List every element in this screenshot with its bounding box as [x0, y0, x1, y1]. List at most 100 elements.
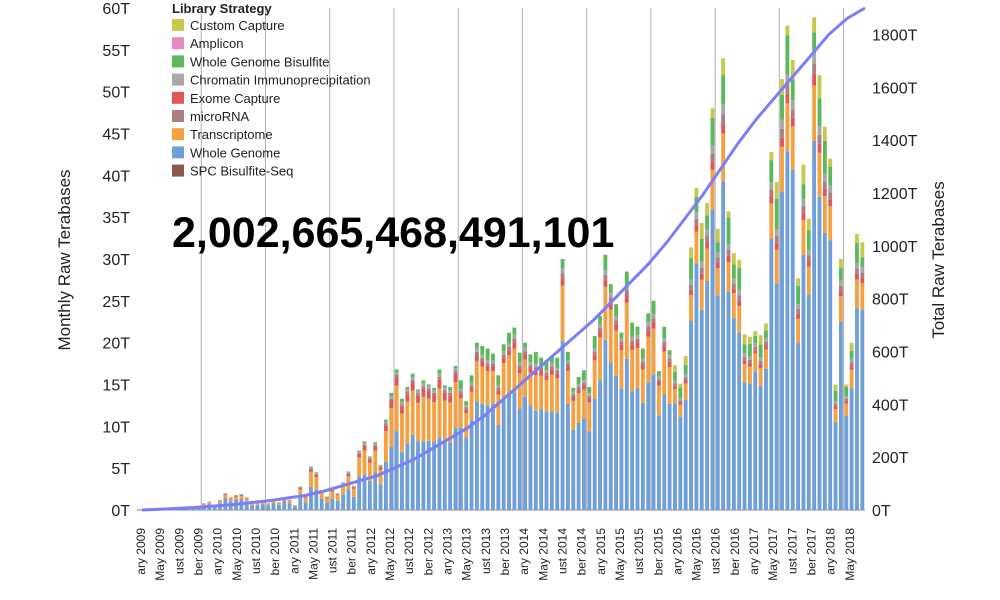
bar-segment [796, 278, 801, 286]
date-tick-label: May 2014 [536, 528, 550, 581]
bar-segment [421, 388, 426, 397]
bar-segment [437, 379, 442, 389]
bar-segment [737, 290, 742, 296]
bar-segment [442, 400, 447, 443]
bar-segment [260, 504, 265, 510]
bar-segment [507, 392, 511, 510]
bar-segment [817, 152, 822, 197]
bar-segment [303, 502, 308, 510]
bar-segment [785, 74, 790, 85]
bar-segment [410, 373, 415, 378]
bar-segment [458, 427, 463, 510]
bar-segment [373, 472, 378, 510]
bar-segment [351, 485, 356, 487]
bar-segment [464, 409, 469, 413]
bar-segment [474, 401, 479, 510]
bar-segment [855, 262, 859, 269]
bar-segment [501, 358, 506, 364]
bar-segment [673, 403, 677, 510]
legend-swatch [172, 110, 184, 122]
date-tick-label: ber 2011 [345, 528, 359, 575]
legend-entry-label: Custom Capture [190, 18, 285, 33]
bar-segment [694, 263, 699, 510]
bar-segment [437, 388, 442, 438]
date-tick-label: ary 2018 [824, 528, 838, 575]
bar-segment [737, 300, 742, 307]
bar-segment [742, 353, 747, 357]
bar-segment [640, 361, 645, 366]
bar-segment [790, 109, 795, 118]
bar-segment [341, 482, 346, 484]
bar-segment [474, 355, 479, 361]
bar-segment [555, 357, 560, 368]
bar-segment [512, 392, 517, 510]
y2-tick-label: 200T [872, 450, 909, 467]
bar-segment [592, 348, 597, 352]
bar-segment [705, 229, 710, 236]
bar-segment [860, 266, 865, 273]
bar-segment [485, 371, 490, 406]
bar-segment [432, 392, 437, 396]
bar-segment [769, 160, 774, 183]
bar-segment [287, 501, 292, 504]
bar-segment [335, 500, 340, 510]
legend-swatch [172, 91, 184, 104]
date-tick-label: ust 2014 [556, 528, 570, 574]
bar-segment [796, 343, 801, 510]
bar-segment [753, 335, 758, 344]
bar-segment [325, 503, 329, 510]
bar-segment [640, 365, 645, 370]
bar-segment [624, 271, 629, 285]
bar-segment [747, 366, 752, 384]
bar-segment [400, 398, 404, 402]
bar-segment [544, 411, 549, 510]
bar-segment [592, 360, 597, 400]
bar-segment [801, 255, 806, 510]
bar-segment [341, 494, 346, 510]
y2-tick-label: 600T [872, 344, 909, 361]
bar-segment [667, 366, 672, 404]
bar-segment [416, 395, 420, 403]
bar-segment [683, 399, 688, 510]
bar-segment [410, 390, 415, 435]
bar-segment [796, 285, 801, 305]
bar-segment [801, 164, 806, 185]
bar-segment [357, 450, 362, 452]
bar-segment [576, 386, 581, 390]
bar-segment [276, 503, 281, 505]
bar-segment [662, 351, 667, 395]
bar-segment [512, 334, 517, 339]
bar-segment [314, 472, 319, 474]
bar-segment [635, 326, 640, 336]
bar-segment [426, 440, 431, 510]
bar-segment [587, 387, 592, 394]
date-tick-label: May 2018 [843, 528, 857, 581]
bar-segment [394, 385, 399, 432]
bar-segment [448, 390, 453, 393]
bar-segment [844, 384, 849, 387]
bar-segment [218, 500, 222, 502]
bar-segment [539, 375, 544, 410]
bar-segment [309, 469, 313, 472]
bar-segment [421, 386, 426, 389]
bar-segment [373, 450, 378, 473]
bar-segment [491, 363, 495, 367]
bar-segment [544, 380, 549, 412]
bar-segment [683, 377, 688, 381]
bar-segment [838, 259, 843, 268]
bar-segment [689, 258, 693, 280]
bar-segment [614, 316, 619, 321]
bar-segment [801, 220, 806, 256]
bar-segment [699, 223, 704, 239]
y-tick-label: 50T [102, 85, 130, 102]
bar-segment [683, 374, 688, 378]
bar-segment [737, 332, 742, 510]
bar-segment [485, 405, 490, 510]
bar-segment [656, 381, 661, 386]
bar-segment [689, 279, 693, 285]
bar-segment [769, 189, 774, 197]
bar-segment [319, 498, 324, 510]
bar-segment [715, 257, 720, 263]
bar-segment [442, 387, 447, 391]
bar-segment [405, 401, 410, 444]
